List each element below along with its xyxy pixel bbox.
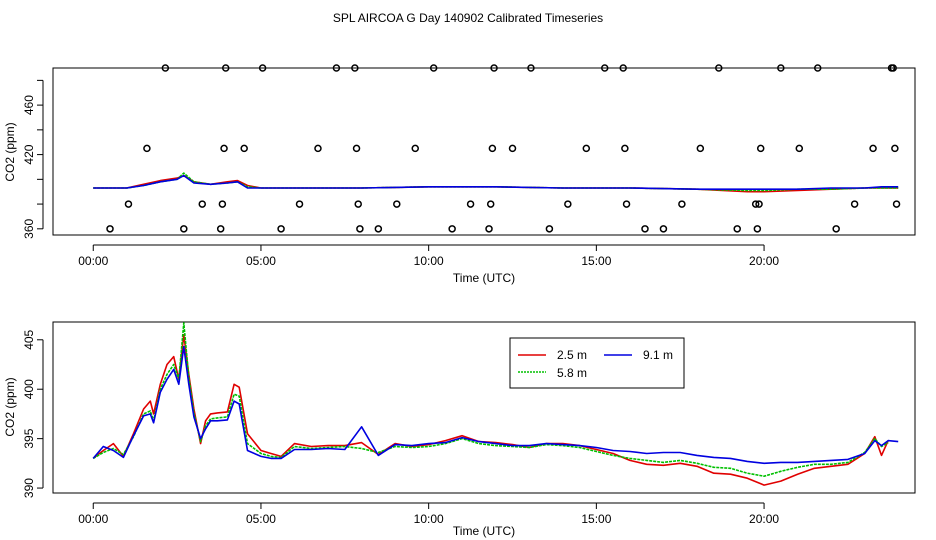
top-cal-point — [295, 200, 304, 208]
bottom-x-tick-label: 00:00 — [78, 512, 108, 526]
top-x-tick-label: 10:00 — [414, 254, 444, 268]
top-cal-point — [488, 144, 497, 153]
top-cal-point — [891, 144, 899, 153]
top-cal-point — [354, 200, 362, 208]
top-panel: 00:00 05:00 10:00 15:00 20:00 360 420 460 Time… — [3, 64, 916, 285]
bottom-x-axis-label: Time (UTC) — [453, 524, 515, 538]
top-cal-point — [678, 200, 686, 208]
top-cal-point — [466, 200, 475, 208]
top-cal-point — [508, 144, 517, 153]
top-cal-point — [813, 64, 822, 72]
legend-label-5-8m: 5.8 m — [557, 366, 587, 380]
top-y-axis-label: CO2 (ppm) — [3, 122, 17, 181]
top-cal-point — [621, 144, 629, 153]
top-cal-point — [564, 200, 572, 208]
top-x-tick-label: 05:00 — [246, 254, 276, 268]
bottom-panel: 00:00 05:00 10:00 15:00 20:00 390 395 400 405 2… — [3, 321, 916, 538]
top-cal-point — [753, 225, 762, 233]
chart-title: SPL AIRCOA G Day 140902 Calibrated Times… — [333, 11, 603, 25]
top-cal-point — [751, 200, 760, 208]
top-cal-point — [240, 144, 248, 153]
top-cal-point — [889, 64, 897, 72]
top-cal-point — [659, 225, 668, 233]
top-cal-point — [582, 144, 591, 153]
top-cal-point — [216, 225, 225, 233]
top-cal-point — [600, 64, 609, 72]
top-cal-point — [850, 200, 859, 208]
top-cal-point — [527, 64, 535, 72]
top-cal-point — [356, 225, 364, 233]
top-cal-point — [220, 144, 228, 153]
top-cal-point — [314, 144, 322, 153]
top-cal-point — [429, 64, 438, 72]
bottom-series-9-1-m — [92, 345, 899, 465]
top-series-5-8-m — [93, 172, 899, 192]
bottom-y-tick-label: 395 — [22, 428, 36, 448]
top-cal-point — [777, 64, 785, 72]
bottom-x-tick-label: 20:00 — [749, 512, 779, 526]
top-cal-point — [106, 225, 114, 233]
top-cal-point — [756, 144, 765, 153]
top-y-tick-label: 360 — [22, 218, 36, 238]
top-cal-point — [180, 225, 188, 233]
bottom-y-tick-label: 405 — [22, 329, 36, 349]
top-cal-point — [490, 64, 498, 72]
legend: 2.5 m 5.8 m 9.1 m — [509, 337, 685, 389]
bottom-y-tick-label: 390 — [22, 478, 36, 498]
top-cal-point — [641, 225, 649, 233]
top-cal-point — [143, 144, 151, 153]
top-cal-point — [622, 200, 631, 208]
top-y-tick-label: 420 — [22, 144, 36, 164]
top-cal-point — [696, 144, 705, 153]
top-cal-point — [892, 200, 901, 208]
top-plot-frame — [52, 67, 916, 236]
bottom-y-tick-label: 400 — [22, 379, 36, 399]
top-cal-point — [218, 200, 227, 208]
top-x-tick-label: 00:00 — [78, 254, 108, 268]
top-cal-point — [352, 144, 361, 153]
top-cal-point — [198, 200, 207, 208]
top-cal-point — [795, 144, 804, 153]
bottom-x-tick-label: 15:00 — [581, 512, 611, 526]
top-cal-point — [448, 225, 456, 233]
top-cal-point — [374, 225, 383, 233]
top-cal-point — [332, 64, 341, 72]
bottom-x-tick-label: 10:00 — [414, 512, 444, 526]
bottom-series-5-8-m — [92, 322, 889, 478]
top-cal-point — [161, 64, 170, 72]
top-cal-point — [486, 200, 495, 208]
top-cal-point — [221, 64, 230, 72]
top-cal-point — [393, 200, 401, 208]
top-cal-point — [411, 144, 419, 153]
top-x-axis-label: Time (UTC) — [453, 271, 515, 285]
top-y-tick-label: 460 — [22, 95, 36, 115]
top-cal-point — [545, 225, 554, 233]
bottom-y-axis-label: CO2 (ppm) — [3, 377, 17, 436]
top-cal-point — [715, 64, 723, 72]
top-cal-point — [485, 225, 493, 233]
bottom-x-tick-label: 05:00 — [246, 512, 276, 526]
top-cal-point — [351, 64, 359, 72]
top-cal-point — [258, 64, 267, 72]
top-cal-point — [619, 64, 627, 72]
top-cal-point — [869, 144, 877, 153]
top-cal-point — [832, 225, 840, 233]
bottom-plot-frame — [52, 321, 916, 494]
top-series-9-1-m — [93, 174, 899, 190]
top-x-tick-label: 20:00 — [749, 254, 779, 268]
legend-label-2-5m: 2.5 m — [557, 348, 587, 362]
top-cal-point — [755, 200, 763, 208]
top-cal-point — [124, 200, 133, 208]
top-x-tick-label: 15:00 — [581, 254, 611, 268]
legend-box — [509, 337, 685, 389]
top-cal-point — [733, 225, 741, 233]
top-cal-point — [277, 225, 285, 233]
legend-label-9-1m: 9.1 m — [643, 348, 673, 362]
